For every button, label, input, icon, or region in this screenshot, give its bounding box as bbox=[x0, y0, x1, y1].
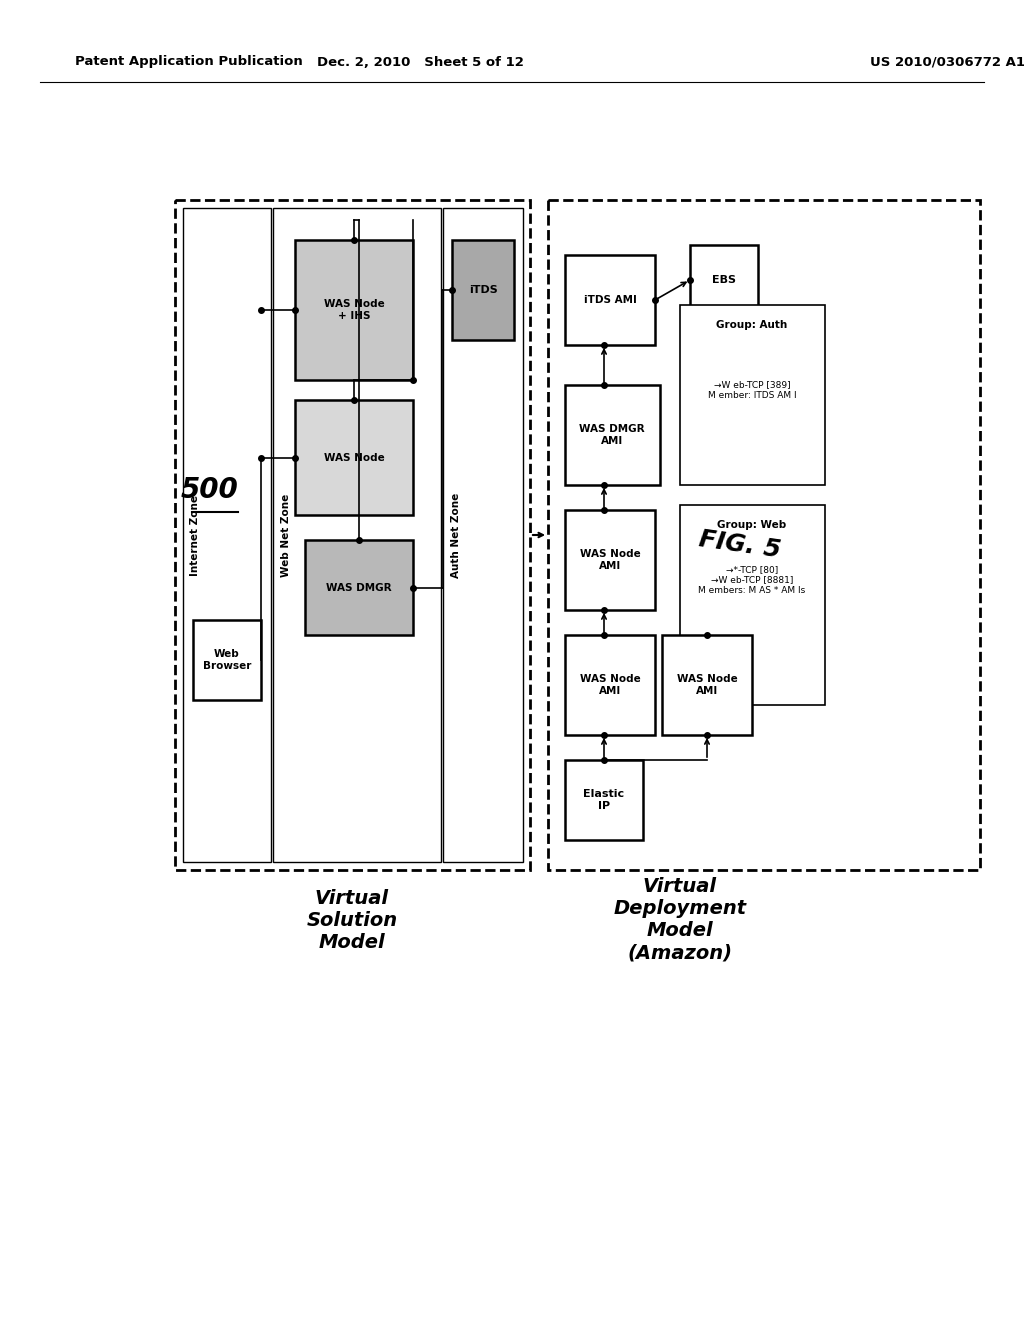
Bar bbox=[175, 201, 530, 870]
Bar bbox=[295, 240, 413, 380]
Text: iTDS: iTDS bbox=[469, 285, 498, 294]
Text: WAS Node: WAS Node bbox=[324, 453, 384, 463]
Bar bbox=[662, 635, 752, 735]
Text: 500: 500 bbox=[181, 477, 239, 504]
Text: Web Net Zone: Web Net Zone bbox=[281, 494, 291, 577]
Text: Virtual
Deployment
Model
(Amazon): Virtual Deployment Model (Amazon) bbox=[613, 878, 746, 962]
Text: Virtual
Solution
Model: Virtual Solution Model bbox=[306, 888, 397, 952]
Bar bbox=[273, 209, 441, 862]
Text: US 2010/0306772 A1: US 2010/0306772 A1 bbox=[870, 55, 1024, 69]
Bar bbox=[680, 305, 825, 484]
Text: Web
Browser: Web Browser bbox=[203, 649, 251, 671]
Bar bbox=[565, 510, 655, 610]
Text: WAS Node
+ IHS: WAS Node + IHS bbox=[324, 300, 384, 321]
Text: EBS: EBS bbox=[712, 275, 736, 285]
Text: →*-TCP [80]
→W eb-TCP [8881]
M embers: M AS * AM Is: →*-TCP [80] →W eb-TCP [8881] M embers: M… bbox=[698, 565, 806, 595]
Text: →W eb-TCP [389]
M ember: ITDS AM I: →W eb-TCP [389] M ember: ITDS AM I bbox=[708, 380, 797, 400]
Text: Patent Application Publication: Patent Application Publication bbox=[75, 55, 303, 69]
Text: WAS DMGR
AMI: WAS DMGR AMI bbox=[580, 424, 645, 446]
Bar bbox=[295, 400, 413, 515]
Bar bbox=[443, 209, 523, 862]
Bar bbox=[305, 540, 413, 635]
Text: Auth Net Zone: Auth Net Zone bbox=[451, 492, 461, 578]
Text: iTDS AMI: iTDS AMI bbox=[584, 294, 637, 305]
Text: WAS Node
AMI: WAS Node AMI bbox=[580, 675, 640, 696]
Text: WAS Node
AMI: WAS Node AMI bbox=[580, 549, 640, 570]
Text: FIG. 5: FIG. 5 bbox=[697, 528, 782, 562]
Bar bbox=[193, 620, 261, 700]
Bar bbox=[565, 760, 643, 840]
Bar bbox=[548, 201, 980, 870]
Bar bbox=[565, 385, 660, 484]
Text: Dec. 2, 2010   Sheet 5 of 12: Dec. 2, 2010 Sheet 5 of 12 bbox=[316, 55, 523, 69]
Text: Elastic
IP: Elastic IP bbox=[584, 789, 625, 810]
Text: WAS DMGR: WAS DMGR bbox=[327, 583, 392, 593]
Text: WAS Node
AMI: WAS Node AMI bbox=[677, 675, 737, 696]
Bar bbox=[183, 209, 271, 862]
Bar bbox=[452, 240, 514, 341]
Bar bbox=[565, 255, 655, 345]
Text: Group: Web: Group: Web bbox=[718, 520, 786, 531]
Text: Group: Auth: Group: Auth bbox=[717, 319, 787, 330]
Bar bbox=[690, 246, 758, 315]
Bar bbox=[565, 635, 655, 735]
Text: Internet Zone: Internet Zone bbox=[190, 495, 200, 576]
Bar bbox=[680, 506, 825, 705]
